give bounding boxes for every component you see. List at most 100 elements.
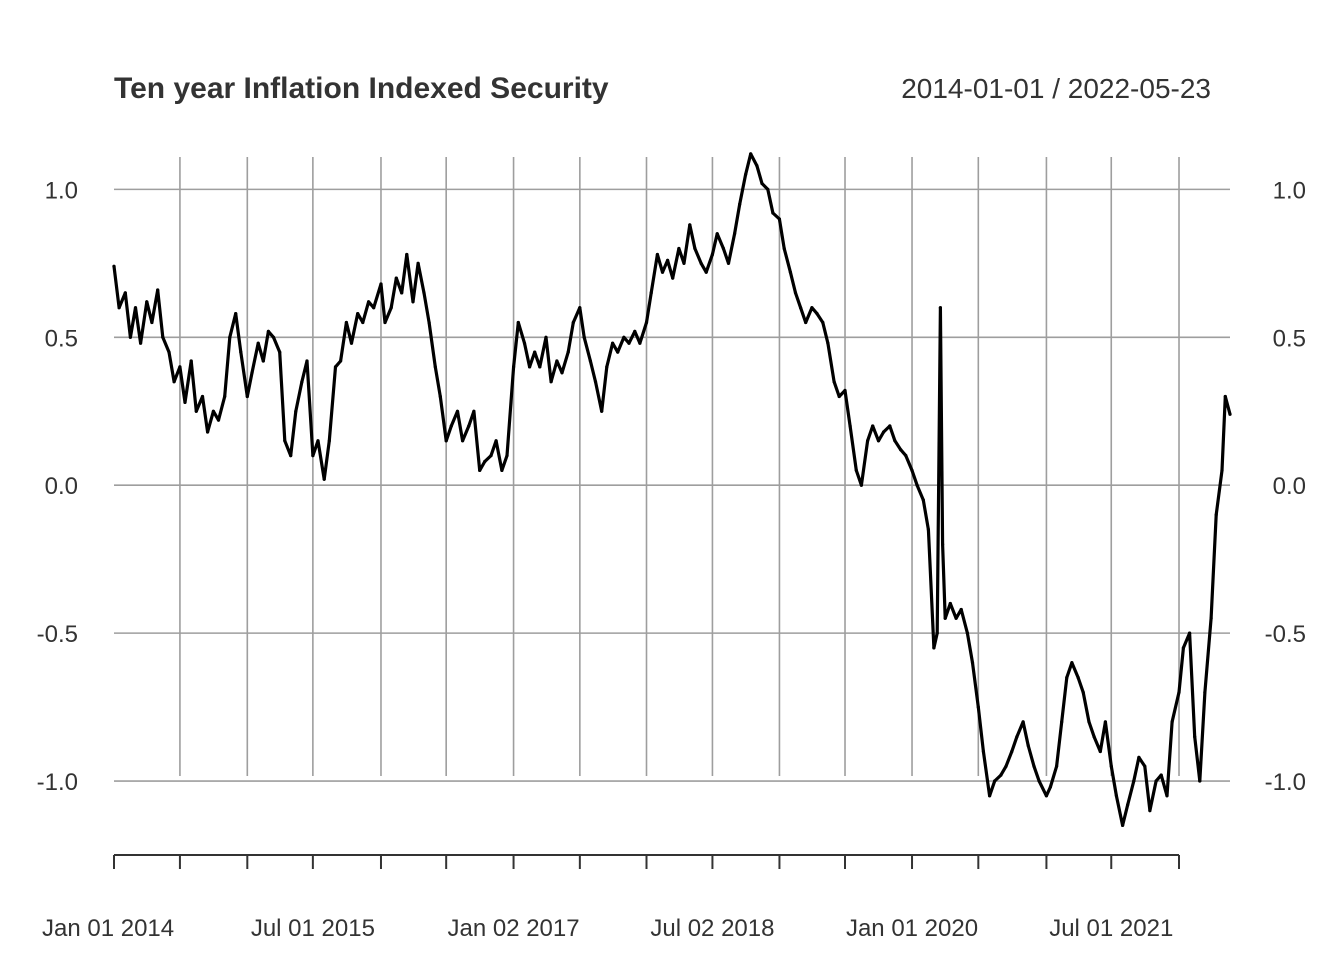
data-point bbox=[112, 264, 116, 268]
data-point bbox=[948, 601, 952, 606]
data-point bbox=[1098, 749, 1102, 754]
data-point bbox=[799, 306, 803, 310]
data-point bbox=[1032, 764, 1036, 768]
data-point bbox=[854, 468, 858, 472]
data-point bbox=[538, 365, 542, 369]
data-point bbox=[472, 409, 476, 413]
data-point bbox=[938, 306, 943, 310]
data-point bbox=[832, 380, 836, 384]
data-point bbox=[1220, 468, 1224, 472]
data-point bbox=[1037, 779, 1041, 783]
data-point bbox=[405, 252, 409, 257]
data-point bbox=[305, 359, 309, 363]
data-point bbox=[178, 365, 182, 369]
data-point bbox=[771, 211, 775, 215]
data-point bbox=[588, 359, 593, 363]
data-point bbox=[582, 335, 586, 339]
data-point bbox=[478, 468, 482, 472]
data-point bbox=[333, 365, 338, 369]
y-tick-label-left: -0.5 bbox=[37, 621, 78, 648]
data-point bbox=[1114, 794, 1118, 798]
y-tick-label-right: 0.0 bbox=[1273, 473, 1306, 500]
data-point bbox=[843, 388, 847, 393]
data-point bbox=[871, 424, 875, 428]
data-point bbox=[965, 631, 970, 635]
data-point bbox=[1109, 764, 1113, 768]
data-point bbox=[494, 439, 498, 443]
series-line bbox=[112, 152, 1232, 828]
data-point bbox=[970, 661, 975, 665]
data-point bbox=[815, 312, 819, 316]
data-point bbox=[666, 258, 670, 262]
data-point bbox=[1193, 735, 1197, 739]
data-point bbox=[1015, 735, 1019, 739]
data-point bbox=[271, 335, 276, 339]
date-range-label: 2014-01-01 / 2022-05-23 bbox=[901, 73, 1211, 104]
data-point bbox=[1228, 412, 1232, 416]
data-point bbox=[622, 335, 626, 339]
data-point bbox=[633, 329, 637, 333]
data-point bbox=[1188, 631, 1192, 635]
data-point bbox=[533, 350, 537, 354]
data-point bbox=[688, 223, 692, 227]
data-point bbox=[467, 424, 471, 428]
data-point bbox=[239, 350, 243, 354]
data-point bbox=[549, 380, 553, 384]
data-point bbox=[356, 312, 360, 316]
data-point bbox=[123, 291, 127, 295]
data-point bbox=[616, 350, 620, 354]
data-point bbox=[438, 394, 442, 399]
data-point bbox=[489, 454, 493, 458]
data-point bbox=[1044, 794, 1048, 798]
data-point bbox=[837, 394, 841, 399]
data-point bbox=[777, 217, 782, 221]
data-point bbox=[611, 341, 615, 345]
data-point bbox=[810, 306, 814, 310]
data-point bbox=[161, 335, 165, 339]
data-point bbox=[915, 483, 919, 487]
data-point bbox=[578, 306, 582, 310]
data-point bbox=[511, 365, 516, 369]
data-point bbox=[150, 320, 154, 325]
data-point bbox=[1121, 823, 1125, 828]
data-point bbox=[211, 409, 215, 413]
data-point bbox=[1076, 675, 1080, 680]
data-point bbox=[1060, 720, 1064, 724]
data-point bbox=[145, 300, 149, 304]
data-point bbox=[726, 261, 731, 265]
series-layer bbox=[112, 152, 1232, 828]
data-point bbox=[999, 773, 1003, 777]
data-point bbox=[289, 454, 293, 458]
x-tick-label: Jul 01 2021 bbox=[1049, 915, 1173, 942]
data-point bbox=[941, 542, 945, 547]
data-point bbox=[993, 779, 997, 783]
data-point bbox=[1070, 661, 1074, 665]
data-point bbox=[782, 246, 786, 251]
y-tick-label-left: -1.0 bbox=[37, 769, 78, 796]
y-tick-label-right: -1.0 bbox=[1265, 769, 1306, 796]
data-point bbox=[1223, 394, 1227, 399]
x-axis bbox=[113, 854, 1181, 869]
data-point bbox=[367, 300, 371, 304]
x-tick-label: Jul 01 2015 bbox=[251, 915, 375, 942]
data-point bbox=[555, 359, 559, 363]
data-point bbox=[638, 341, 642, 345]
data-point bbox=[749, 152, 753, 156]
data-point bbox=[593, 380, 598, 384]
data-point bbox=[988, 794, 992, 798]
data-point bbox=[349, 341, 354, 345]
data-point bbox=[926, 528, 931, 532]
data-point bbox=[1148, 809, 1152, 813]
data-point bbox=[372, 306, 376, 310]
data-point bbox=[821, 320, 825, 325]
data-point bbox=[455, 409, 460, 413]
data-point bbox=[223, 394, 227, 399]
x-tick-label: Jul 02 2018 bbox=[650, 915, 774, 942]
data-point bbox=[793, 291, 798, 295]
data-point bbox=[921, 498, 925, 502]
data-point bbox=[311, 454, 315, 458]
data-point bbox=[1021, 720, 1025, 724]
data-point bbox=[128, 335, 132, 339]
data-point bbox=[910, 468, 914, 472]
